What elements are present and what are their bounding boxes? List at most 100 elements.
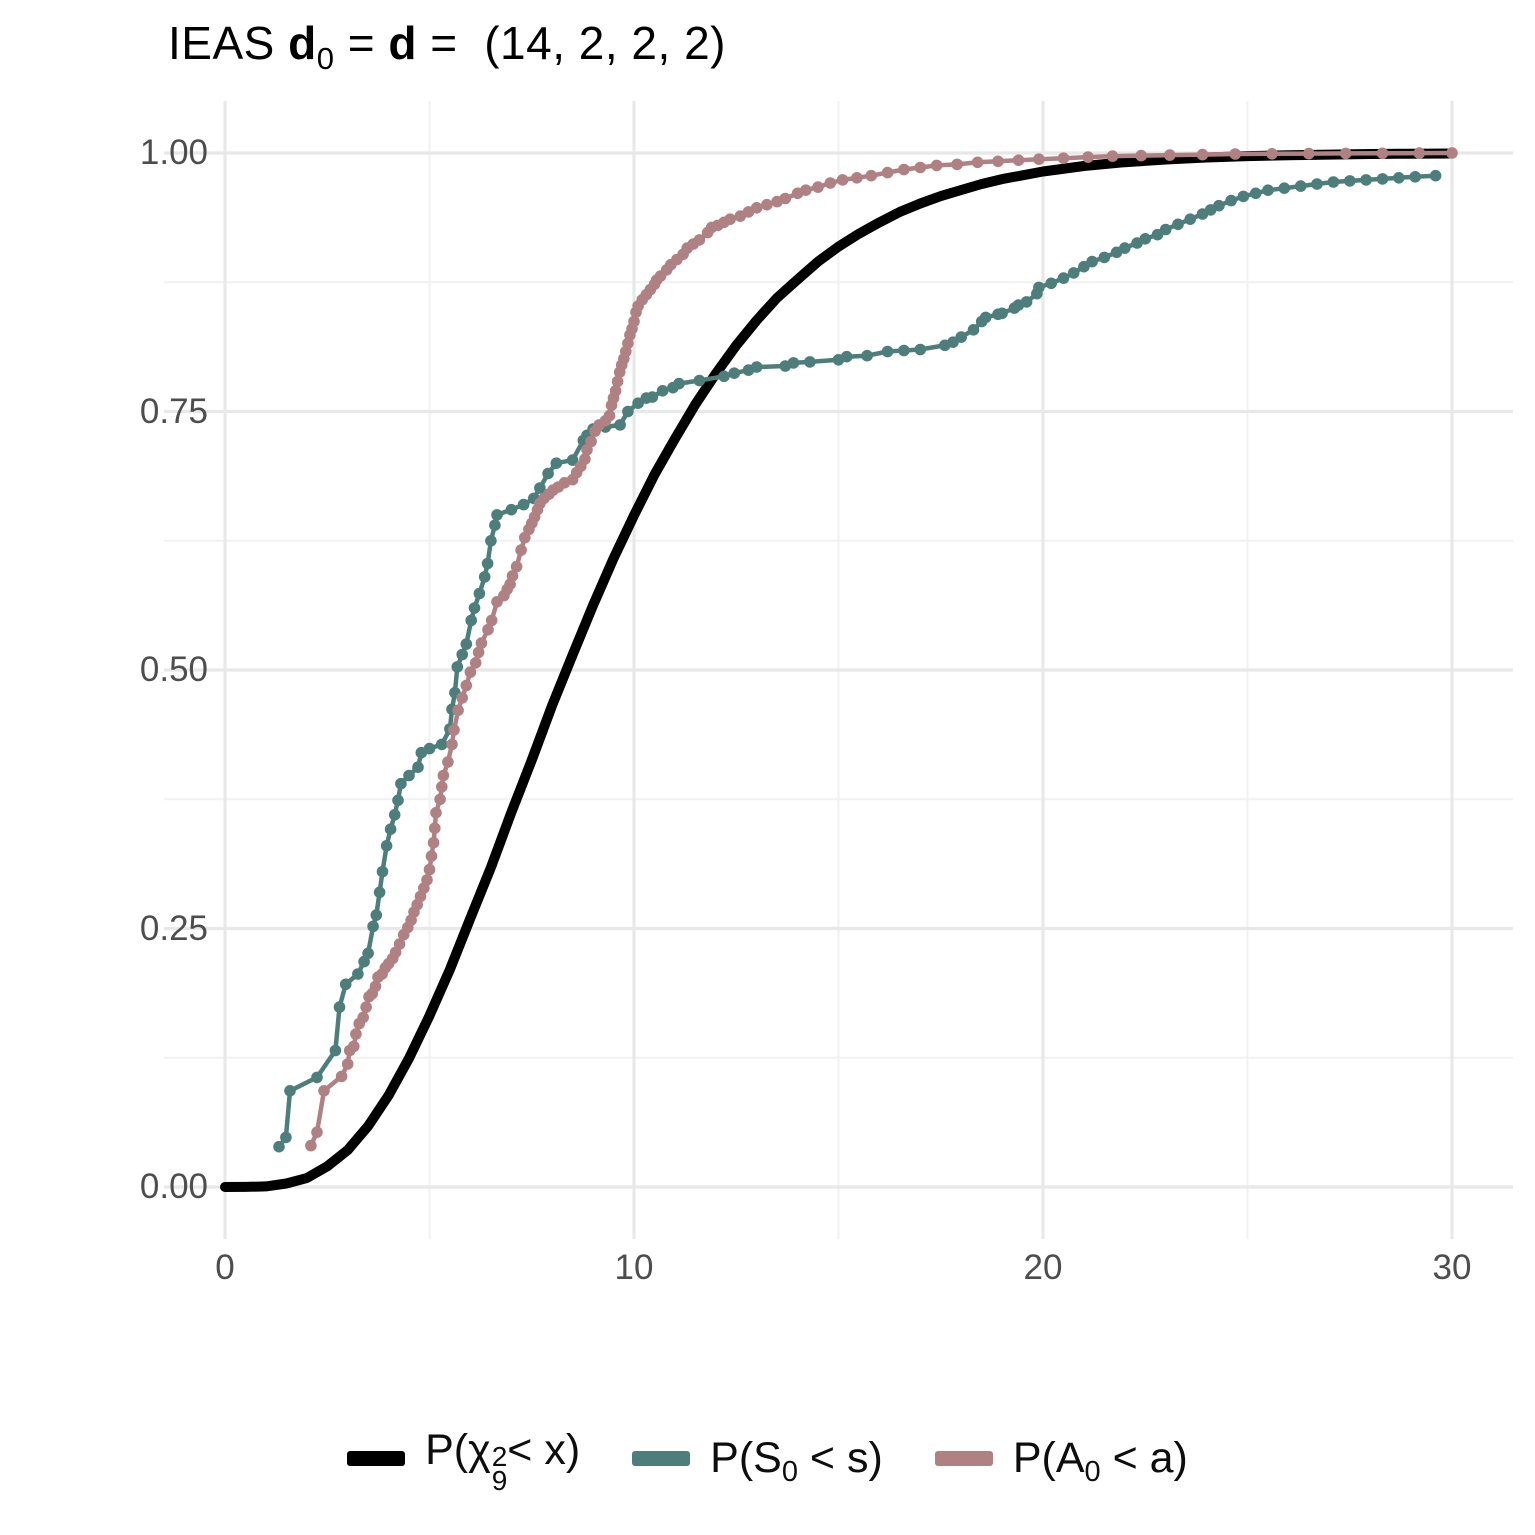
legend-item-S0: P(S 0 < s) bbox=[632, 1433, 883, 1488]
series-point-1 bbox=[370, 909, 383, 921]
title-d0: d bbox=[288, 17, 317, 69]
series-point-1 bbox=[460, 638, 473, 650]
series-point-1 bbox=[395, 777, 407, 790]
series-point-1 bbox=[481, 557, 494, 570]
series-point-1 bbox=[392, 794, 404, 807]
series-point-1 bbox=[423, 742, 436, 755]
series-point-2 bbox=[1266, 148, 1278, 160]
series-point-1 bbox=[517, 498, 530, 511]
x-tick-label: 20 bbox=[1023, 1248, 1063, 1287]
series-point-1 bbox=[329, 1044, 342, 1057]
legend-chisq-sup: 2 bbox=[491, 1440, 508, 1472]
series-point-1 bbox=[1172, 218, 1184, 231]
legend-label-A0: P(A 0 < a) bbox=[1013, 1433, 1188, 1488]
series-point-1 bbox=[485, 535, 497, 547]
series-point-1 bbox=[451, 661, 464, 673]
series-point-2 bbox=[369, 980, 382, 993]
series-point-2 bbox=[485, 614, 498, 627]
series-point-1 bbox=[750, 361, 763, 373]
series-point-1 bbox=[339, 978, 352, 991]
series-point-2 bbox=[448, 724, 460, 736]
series-point-2 bbox=[311, 1126, 323, 1138]
series-point-1 bbox=[1067, 267, 1080, 279]
series-point-2 bbox=[341, 1058, 354, 1070]
series-point-1 bbox=[718, 370, 730, 383]
series-point-2 bbox=[318, 1085, 330, 1097]
series-point-2 bbox=[1339, 147, 1352, 160]
y-tick-label: 0.75 bbox=[139, 391, 208, 431]
title-prefix: IEAS bbox=[168, 17, 289, 69]
series-point-2 bbox=[881, 166, 894, 179]
series-point-1 bbox=[881, 345, 894, 358]
series-point-2 bbox=[812, 181, 824, 193]
series-point-1 bbox=[1213, 199, 1225, 212]
S0-line-swatch bbox=[632, 1450, 691, 1466]
series-point-2 bbox=[452, 704, 464, 717]
series-point-2 bbox=[1446, 147, 1458, 159]
legend-label-S0: P(S 0 < s) bbox=[710, 1433, 883, 1488]
series-point-2 bbox=[393, 938, 406, 950]
series-point-1 bbox=[436, 738, 448, 751]
series-point-2 bbox=[515, 544, 527, 556]
series-point-2 bbox=[1164, 149, 1176, 161]
series-point-1 bbox=[566, 454, 579, 466]
series-point-1 bbox=[1139, 233, 1152, 245]
series-line-0 bbox=[220, 148, 1457, 1192]
series-point-2 bbox=[1057, 152, 1070, 164]
series-point-2 bbox=[779, 192, 792, 205]
series-point-2 bbox=[1033, 153, 1045, 165]
series-point-1 bbox=[1327, 176, 1340, 188]
series-point-2 bbox=[429, 822, 441, 834]
series-point-1 bbox=[622, 405, 634, 418]
y-tick-label: 1.00 bbox=[139, 133, 208, 172]
series-point-1 bbox=[376, 865, 389, 878]
series-point-1 bbox=[1360, 174, 1372, 186]
series-point-1 bbox=[491, 509, 503, 521]
series-point-2 bbox=[1106, 150, 1119, 162]
series-point-2 bbox=[456, 692, 469, 704]
series-point-1 bbox=[996, 307, 1008, 320]
series-point-1 bbox=[280, 1131, 292, 1144]
legend-item-chisq: P(χ 2 9 < x) bbox=[347, 1425, 580, 1494]
series-point-1 bbox=[1311, 178, 1323, 190]
series-point-1 bbox=[468, 602, 481, 614]
series-point-2 bbox=[865, 169, 877, 182]
legend-item-A0: P(A 0 < a) bbox=[934, 1433, 1188, 1488]
legend-A0-post: < a) bbox=[1100, 1433, 1188, 1482]
x-tick-label: 30 bbox=[1432, 1248, 1472, 1287]
series-point-2 bbox=[1135, 149, 1147, 162]
series-point-2 bbox=[851, 172, 863, 184]
series-point-1 bbox=[384, 823, 397, 835]
legend-chisq-pre: P( bbox=[425, 1425, 469, 1474]
series-point-1 bbox=[1057, 272, 1070, 284]
series-point-2 bbox=[914, 161, 927, 174]
series-point-1 bbox=[388, 809, 401, 821]
series-point-1 bbox=[456, 648, 469, 661]
x-tick-label: 10 bbox=[614, 1248, 654, 1287]
series-point-2 bbox=[472, 646, 485, 659]
series-point-1 bbox=[1429, 169, 1442, 182]
series-point-1 bbox=[693, 374, 706, 387]
series-point-1 bbox=[967, 324, 980, 336]
series-point-2 bbox=[437, 769, 450, 782]
series-point-1 bbox=[1237, 190, 1250, 203]
series-point-2 bbox=[1082, 151, 1094, 163]
title-tuple: (14, 2, 2, 2) bbox=[484, 17, 726, 69]
A0-line-swatch bbox=[934, 1450, 993, 1466]
legend-S0-pre: P(S bbox=[710, 1433, 782, 1482]
series-point-2 bbox=[442, 756, 454, 768]
series-point-1 bbox=[362, 947, 374, 960]
series-point-1 bbox=[1393, 172, 1405, 184]
series-point-1 bbox=[1344, 175, 1356, 187]
series-point-1 bbox=[333, 1001, 346, 1013]
series-point-2 bbox=[305, 1139, 317, 1152]
title-eq1: = bbox=[334, 17, 389, 69]
series-point-2 bbox=[469, 657, 482, 669]
series-point-1 bbox=[380, 840, 393, 852]
series-point-1 bbox=[1086, 255, 1098, 268]
series-point-2 bbox=[585, 435, 597, 448]
series-point-1 bbox=[352, 968, 364, 980]
series-point-1 bbox=[840, 350, 853, 363]
series-point-2 bbox=[425, 850, 438, 862]
